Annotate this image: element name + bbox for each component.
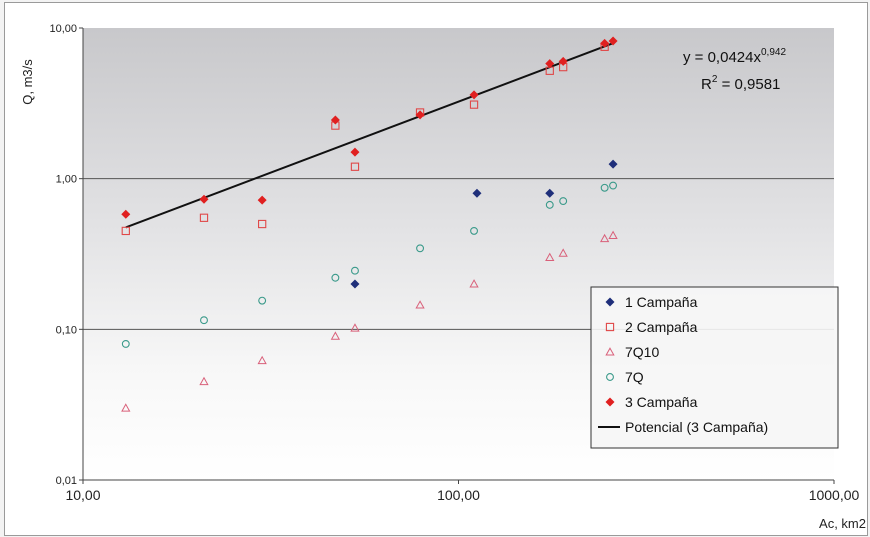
data-point xyxy=(257,195,267,205)
data-point xyxy=(350,162,360,171)
data-point xyxy=(469,279,479,288)
legend-label: 3 Campaña xyxy=(625,394,698,410)
y-tick-label: 10,00 xyxy=(49,23,77,35)
data-point xyxy=(199,376,209,386)
data-point xyxy=(331,273,340,282)
legend-item: 7Q xyxy=(606,369,644,385)
data-point xyxy=(121,226,130,236)
data-point xyxy=(608,230,618,239)
data-point xyxy=(257,355,267,365)
y-tick-label: 0,10 xyxy=(56,324,77,336)
data-point xyxy=(350,279,360,289)
data-point xyxy=(545,200,554,209)
legend-box xyxy=(590,286,839,449)
data-point xyxy=(545,188,555,198)
legend-label: 2 Campaña xyxy=(625,319,698,335)
data-point xyxy=(415,300,425,309)
data-point xyxy=(608,36,618,46)
legend-item: Potencial (3 Campaña) xyxy=(598,419,768,435)
data-point xyxy=(199,194,209,204)
data-point xyxy=(545,252,555,261)
tick-labels: 0,01 0,10 1,00 10,00 10,00 100,00 1000,00 xyxy=(49,23,859,503)
series-4 xyxy=(121,36,618,219)
legend-item: 2 Campaña xyxy=(605,319,698,335)
legend-marker xyxy=(605,297,615,307)
x-tick-label: 10,00 xyxy=(65,487,100,503)
svg-text:y = 0,0424x0,942: y = 0,0424x0,942 xyxy=(683,47,786,66)
equation-exponent: 0,942 xyxy=(761,47,786,58)
legend-item: 3 Campaña xyxy=(605,394,698,410)
svg-text:R2 = 0,9581: R2 = 0,9581 xyxy=(701,74,780,93)
data-point xyxy=(608,159,618,169)
series-3 xyxy=(121,181,618,348)
legend-label: 1 Campaña xyxy=(625,294,698,310)
r2-superscript: 2 xyxy=(712,74,718,85)
y-axis-label: Q, m3/s xyxy=(20,59,35,105)
data-point xyxy=(199,213,209,222)
y-tick-label: 0,01 xyxy=(56,475,77,487)
legend-marker xyxy=(605,322,615,332)
data-point xyxy=(558,56,568,66)
data-point xyxy=(200,316,208,325)
data-point xyxy=(416,244,425,253)
data-point xyxy=(470,226,478,235)
data-point xyxy=(330,115,340,125)
legend: 1 Campaña 2 Campaña 7Q10 7Q 3 Campaña Potenci… xyxy=(590,286,839,449)
legend-marker xyxy=(606,373,614,381)
data-point xyxy=(121,403,131,412)
x-axis-label: Ac, km2 xyxy=(819,516,866,531)
trendline-group xyxy=(125,42,614,229)
x-tick-label: 1000,00 xyxy=(809,487,860,503)
data-point xyxy=(600,38,610,48)
data-point xyxy=(599,233,610,243)
data-point xyxy=(350,323,360,332)
series-2 xyxy=(121,230,618,412)
data-point xyxy=(258,296,267,305)
trendline-equation: y = 0,0424x0,942 R2 = 0,9581 xyxy=(683,47,786,93)
data-point xyxy=(350,147,360,157)
series-0 xyxy=(350,159,618,289)
y-tick-label: 1,00 xyxy=(56,174,77,186)
data-point xyxy=(559,197,568,206)
data-point xyxy=(558,248,568,257)
data-point xyxy=(121,339,130,348)
data-point xyxy=(121,209,131,219)
data-point xyxy=(330,331,341,340)
legend-label: Potencial (3 Campaña) xyxy=(625,419,768,435)
data-point xyxy=(469,100,479,109)
x-tick-label: 100,00 xyxy=(437,487,480,503)
legend-item: 1 Campaña xyxy=(605,294,698,310)
data-point xyxy=(469,90,479,100)
data-point xyxy=(609,181,618,190)
legend-marker xyxy=(605,347,615,356)
r2-value: = 0,9581 xyxy=(717,76,780,93)
trendline xyxy=(125,42,614,229)
data-point xyxy=(258,219,267,229)
data-point xyxy=(472,188,482,198)
legend-item: 7Q10 xyxy=(605,344,659,360)
data-point xyxy=(351,266,359,275)
data-point xyxy=(600,183,609,192)
data-points xyxy=(121,36,618,412)
r2-prefix: R xyxy=(701,76,712,93)
legend-label: 7Q10 xyxy=(625,344,659,360)
data-point xyxy=(545,59,555,69)
equation-text: y = 0,0424x xyxy=(683,49,761,66)
legend-label: 7Q xyxy=(625,369,644,385)
data-point xyxy=(415,110,425,120)
legend-marker xyxy=(605,397,615,407)
